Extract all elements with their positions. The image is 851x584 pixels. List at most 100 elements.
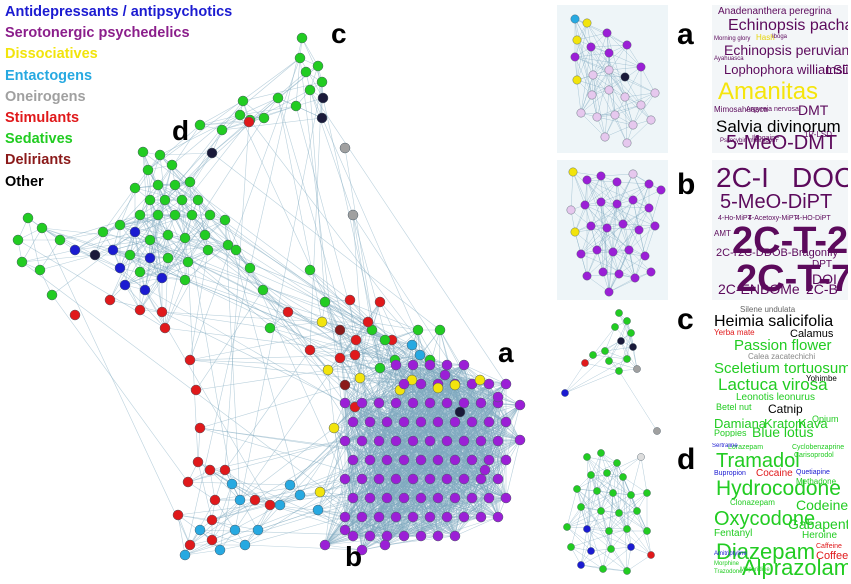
network-edge xyxy=(403,439,521,499)
network-edge xyxy=(199,100,244,126)
network-edge xyxy=(234,499,256,531)
inset-node xyxy=(644,203,654,213)
network-edge xyxy=(159,152,213,156)
network-node xyxy=(134,209,146,221)
word-cloud-term: 2C-T-7 xyxy=(736,258,848,300)
network-edge xyxy=(386,440,448,461)
network-node xyxy=(166,159,178,171)
network-edge xyxy=(27,217,41,271)
inset-edge xyxy=(632,92,656,126)
network-edge xyxy=(324,516,346,546)
network-edge xyxy=(109,254,131,301)
inset-edge xyxy=(580,253,636,279)
network-node xyxy=(424,359,436,371)
inset-edge xyxy=(600,452,624,478)
inset-node xyxy=(630,273,640,283)
network-edge xyxy=(352,214,373,331)
network-edge xyxy=(262,289,289,313)
inset-edge xyxy=(604,346,634,352)
inset-node xyxy=(612,199,622,209)
inset-edge xyxy=(622,476,648,494)
inset-edge xyxy=(592,326,616,356)
network-edge xyxy=(309,89,507,385)
network-edge xyxy=(149,181,191,201)
network-node xyxy=(364,416,376,428)
network-edge xyxy=(139,214,186,239)
network-edge xyxy=(181,199,233,485)
word-cloud-term: Heimia salicifolia xyxy=(714,313,834,330)
network-node xyxy=(373,435,385,447)
network-edge xyxy=(317,478,346,511)
inset-edge xyxy=(628,225,656,251)
network-edge xyxy=(224,219,241,501)
network-edge xyxy=(184,237,419,331)
inset-node xyxy=(650,88,660,98)
network-node xyxy=(356,473,368,485)
network-node xyxy=(407,511,419,523)
network-edge xyxy=(369,387,439,423)
network-edges xyxy=(17,37,521,556)
network-edge xyxy=(189,181,226,221)
network-edge xyxy=(361,497,439,518)
inset-edge xyxy=(640,66,656,94)
network-node xyxy=(379,539,391,551)
word-cloud-term: Methadone xyxy=(796,477,837,486)
network-edge xyxy=(187,481,216,501)
word-cloud-term: Poppies xyxy=(714,428,747,438)
inset-node xyxy=(646,115,656,125)
word-cloud-term: 1P-LSD xyxy=(804,130,833,139)
inset-edge xyxy=(580,492,614,508)
word-cloud-term: Fentanyl xyxy=(714,528,753,539)
network-edge xyxy=(239,97,279,116)
inset-node xyxy=(620,92,630,102)
inset-node xyxy=(581,359,589,367)
network-node xyxy=(406,339,418,351)
network-edge xyxy=(157,184,199,201)
inset-node xyxy=(623,525,631,533)
network-edge xyxy=(41,227,431,366)
inset-node xyxy=(604,287,614,297)
inset-node xyxy=(597,507,605,515)
inset-node xyxy=(623,567,631,575)
network-node xyxy=(294,52,306,64)
inset-edge xyxy=(600,183,650,203)
inset-edge xyxy=(600,452,638,512)
network-edge xyxy=(333,427,346,480)
inset-edges xyxy=(574,18,656,144)
inset-edge xyxy=(580,44,628,114)
network-node xyxy=(304,344,316,356)
network-edge xyxy=(471,404,521,461)
inset-edge xyxy=(566,526,628,530)
network-edge xyxy=(361,497,507,518)
network-node xyxy=(296,32,308,44)
network-edge xyxy=(369,404,521,423)
inset-node xyxy=(600,132,610,142)
word-cloud-term: Psilocybin mushroom xyxy=(720,138,778,144)
network-node xyxy=(206,147,218,159)
network-node xyxy=(137,146,149,158)
network-edge xyxy=(344,364,448,404)
network-edge xyxy=(437,387,499,398)
network-edge xyxy=(309,89,354,216)
word-cloud-term: 2C-B xyxy=(806,281,838,297)
network-edge xyxy=(144,289,166,329)
network-node xyxy=(454,406,466,418)
word-cloud-term: Calamus xyxy=(790,328,834,340)
network-node xyxy=(339,379,351,391)
network-node xyxy=(441,511,453,523)
network-edge xyxy=(164,279,186,329)
network-node xyxy=(176,194,188,206)
inset-edge xyxy=(604,124,634,138)
network-edge xyxy=(488,439,521,461)
network-node xyxy=(206,514,218,526)
legend: Antidepressants / antipsychotics Seroton… xyxy=(5,2,232,193)
network-node xyxy=(407,473,419,485)
network-edge xyxy=(211,499,256,521)
network-edge xyxy=(177,514,259,531)
inset-edge xyxy=(596,462,618,492)
inset-node xyxy=(624,245,634,255)
network-edge xyxy=(344,364,397,386)
network-node xyxy=(34,264,46,276)
inset-node xyxy=(628,195,638,205)
network-node xyxy=(252,524,264,536)
